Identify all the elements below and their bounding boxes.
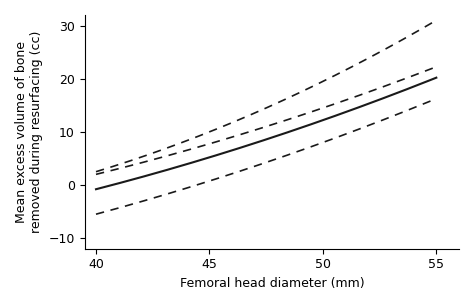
- Y-axis label: Mean excess volume of bone
removed during resurfacing (cc): Mean excess volume of bone removed durin…: [15, 31, 43, 233]
- X-axis label: Femoral head diameter (mm): Femoral head diameter (mm): [180, 277, 364, 290]
